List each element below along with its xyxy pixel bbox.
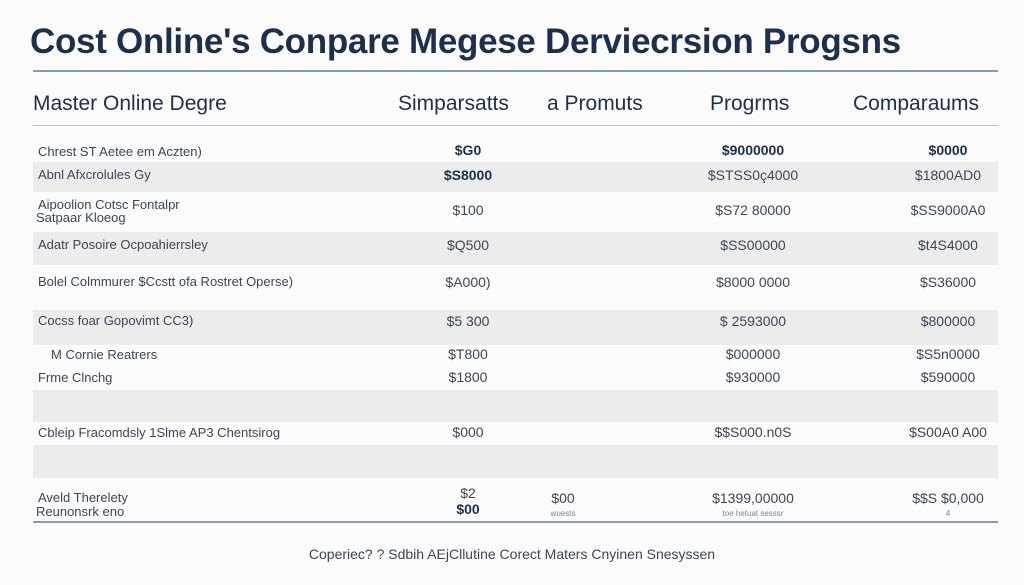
column-header-simparsatts: Simparsatts: [398, 92, 509, 115]
table-row: Frme Clnchg $1800 $930000 $590000: [33, 368, 998, 390]
cell-value: $S00A0 A00: [909, 424, 987, 440]
row-label: Chrest ST Aetee em Aczten): [38, 144, 202, 159]
cell-value: $2: [460, 485, 476, 501]
cell-value: $100: [452, 202, 484, 218]
cell-value: $SS00000: [720, 237, 786, 253]
table-row: Cocss foar Gopovimt CC3) $5 300 $ 259300…: [33, 310, 998, 345]
column-header-progrms: Progrms: [710, 92, 790, 115]
cell-value: $SS9000A0: [910, 202, 986, 218]
cell-value: $8000 0000: [716, 274, 790, 290]
row-label: Adatr Posoire Ocpoahierrsley: [38, 237, 208, 252]
header-divider: [33, 125, 998, 126]
cell-value: $Q500: [446, 237, 490, 253]
column-header-promuts: a Promuts: [547, 92, 643, 115]
cell-value-group: $00 wuests: [533, 490, 593, 522]
cell-value: $STSS0ç4000: [707, 167, 799, 183]
table-row: M Cornie Reatrers $T800 $000000 $S5n0000: [33, 345, 998, 368]
cell-value: $590000: [920, 369, 976, 385]
table-row-empty: [33, 390, 998, 422]
table-row: Aipoolion Cotsc Fontalpr Satpaar Kloeog …: [33, 192, 998, 232]
row-label: Frme Clnchg: [38, 370, 113, 385]
table-row: Aveld Therelety Reunonsrk eno $2 $00 $00…: [33, 478, 998, 522]
cell-value: $S8000: [443, 167, 493, 183]
cell-value-group: $$S $0,000 4: [903, 490, 993, 522]
column-header-comparaums: Comparaums: [853, 92, 980, 115]
row-label: Bolel Colmmurer $Ccstt ofa Rostret Opers…: [38, 274, 294, 289]
cell-value: $5 300: [446, 313, 490, 329]
table-row: Adatr Posoire Ocpoahierrsley $Q500 $SS00…: [33, 232, 998, 265]
cell-value: $00: [551, 490, 575, 506]
table-row: Chrest ST Aetee em Aczten) $G0 $9000000 …: [33, 140, 998, 162]
row-label: Aveld Therelety: [38, 490, 128, 505]
cell-value: $1800: [448, 369, 488, 385]
cell-value: $0000: [928, 142, 968, 158]
cell-value: $S5n0000: [916, 346, 980, 362]
cell-value: $1800AD0: [914, 167, 982, 183]
row-label: Cocss foar Gopovimt CC3): [38, 313, 194, 328]
row-label: M Cornie Reatrers: [51, 347, 158, 362]
cell-value: $A000): [445, 274, 491, 290]
cell-value: $800000: [920, 313, 976, 329]
row-sublabel: Reunonsrk eno: [36, 504, 125, 519]
cell-value: $G0: [454, 142, 482, 158]
row-label: Cbleip Fracomdsly 1Slme AP3 Chentsirog: [38, 425, 281, 440]
cell-value: $t4S4000: [918, 237, 978, 253]
cell-value: $$S000.n0S: [714, 424, 792, 440]
cell-value: $S72 80000: [715, 202, 791, 218]
cell-value: $$S $0,000: [912, 490, 984, 506]
table-row: Bolel Colmmurer $Ccstt ofa Rostret Opers…: [33, 265, 998, 310]
table-row: Abnl Afxcrolules Gy $S8000 $STSS0ç4000 $…: [33, 162, 998, 192]
column-header-degree: Master Online Degre: [33, 92, 227, 115]
cell-value: $930000: [725, 369, 781, 385]
cell-value: $T800: [448, 346, 488, 362]
row-sublabel: Satpaar Kloeog: [36, 210, 126, 225]
cell-value: $ 2593000: [719, 313, 787, 329]
title-divider: [33, 70, 998, 72]
cell-value: $9000000: [721, 142, 785, 158]
cell-value: $00: [456, 501, 480, 517]
page-title: Cost Online's Conpare Megese Derviecrsio…: [30, 22, 901, 61]
cell-note: toe hetuat sesssr: [722, 509, 784, 518]
cell-value: $1399,00000: [712, 490, 794, 506]
table-bottom-divider: [33, 521, 998, 523]
table-row-empty: [33, 445, 998, 478]
cell-note: wuests: [550, 509, 576, 518]
cell-note: 4: [945, 509, 951, 518]
cell-value: $000000: [725, 346, 781, 362]
cell-value: $S36000: [919, 274, 977, 290]
footer-caption: Coperiec? ? Sdbih AEjCllutine Corect Mat…: [308, 546, 716, 562]
cell-value: $000: [452, 424, 484, 440]
row-label: Abnl Afxcrolules Gy: [38, 167, 151, 182]
row-label: Aipoolion Cotsc Fontalpr: [38, 197, 180, 212]
table-row: Cbleip Fracomdsly 1Slme AP3 Chentsirog $…: [33, 422, 998, 445]
cell-value-group: $1399,00000 toe hetuat sesssr: [693, 490, 813, 522]
